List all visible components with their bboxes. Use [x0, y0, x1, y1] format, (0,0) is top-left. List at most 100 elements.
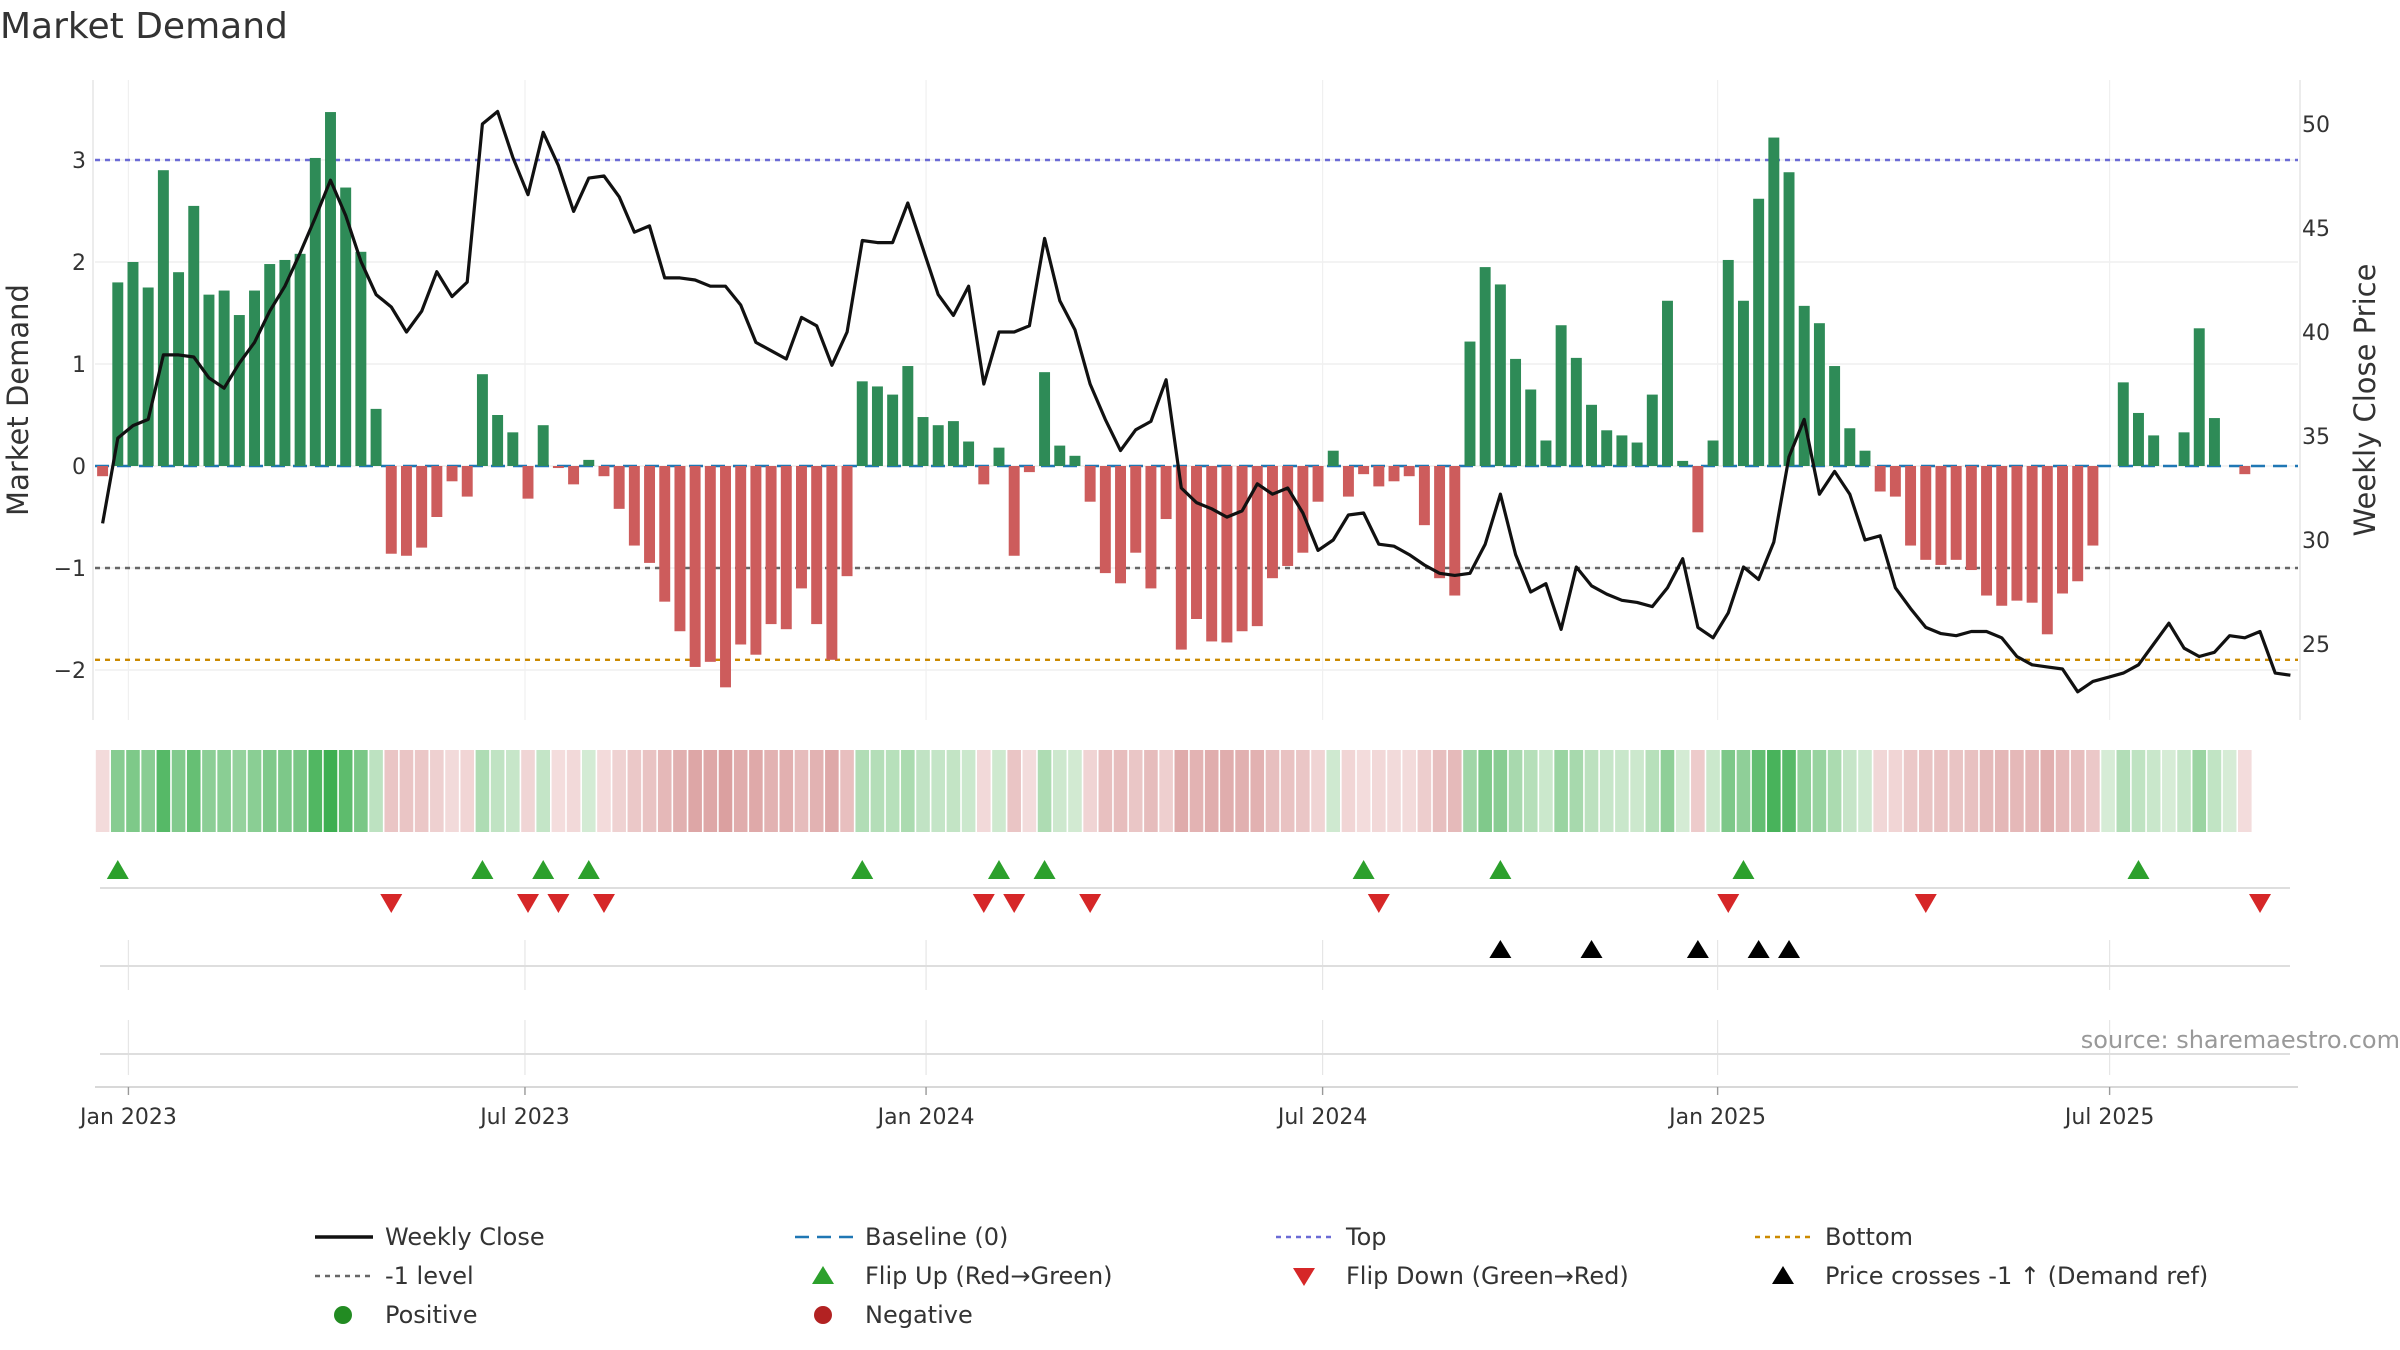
heat-cell — [1584, 750, 1599, 832]
heat-cell — [1402, 750, 1416, 832]
flip-up-marker — [1732, 860, 1755, 879]
legend-swatch-circle — [334, 1306, 352, 1324]
heat-cell — [597, 750, 611, 832]
legend-swatch-triangle-up — [812, 1266, 834, 1284]
x-axis: Jan 2023 Jul 2023 Jan 2024 Jul 2024 Jan 2025… — [78, 1053, 2298, 1130]
heat-cell — [323, 750, 338, 832]
demand-heat-strip — [95, 750, 2252, 832]
legend-label: Negative — [865, 1301, 973, 1329]
heat-cell — [1128, 750, 1143, 832]
demand-bar-negative — [1266, 466, 1278, 579]
demand-bar-negative — [1084, 466, 1096, 502]
heat-cell — [1478, 750, 1492, 832]
demand-bar-negative — [552, 466, 564, 469]
heat-cell — [1599, 750, 1614, 832]
heat-cell — [749, 750, 763, 832]
legend: Weekly Close Baseline (0) Top Bottom -1 leve… — [315, 1223, 2208, 1329]
right-tick-label: 35 — [2302, 425, 2330, 450]
demand-bar-positive — [917, 417, 929, 466]
demand-bar-negative — [796, 466, 807, 589]
demand-bar-negative — [1449, 466, 1461, 596]
heat-cell — [141, 750, 155, 832]
heat-cell — [536, 750, 550, 832]
heat-cell — [840, 750, 854, 832]
heat-cell — [1068, 750, 1082, 832]
demand-bar-positive — [249, 290, 260, 466]
demand-bar-positive — [264, 264, 276, 466]
heat-cell — [961, 750, 976, 832]
heat-cell — [1372, 750, 1386, 832]
heat-cell — [384, 750, 399, 832]
demand-bar-negative — [1996, 466, 2008, 606]
demand-bar-negative — [461, 466, 473, 497]
demand-bar-negative — [1282, 466, 1294, 566]
legend-label: Flip Up (Red→Green) — [865, 1262, 1113, 1290]
demand-bar-negative — [1008, 466, 1020, 556]
heat-cell — [1569, 750, 1584, 832]
flip-markers — [100, 860, 2290, 913]
demand-bar-negative — [1981, 466, 1993, 596]
heat-cell — [855, 750, 870, 832]
left-axis-title: Market Demand — [1, 284, 35, 516]
demand-bar-positive — [1464, 341, 1476, 466]
heat-cell — [1280, 750, 1295, 832]
heat-cell — [1949, 750, 1963, 832]
demand-bar-positive — [127, 262, 139, 466]
flip-down-marker — [2249, 894, 2272, 913]
heat-cell — [445, 750, 459, 832]
demand-bar-positive — [1813, 323, 1825, 466]
heat-cell — [2207, 750, 2222, 832]
demand-bar-positive — [1631, 442, 1643, 466]
demand-bar-negative — [1905, 466, 1917, 546]
demand-bar-positive — [1479, 267, 1491, 466]
demand-bar-positive — [142, 287, 154, 466]
flip-down-marker — [972, 894, 995, 913]
heat-cell — [1645, 750, 1660, 832]
heat-cell — [95, 750, 110, 832]
left-tick-label: 2 — [72, 251, 86, 276]
flip-up-marker — [532, 860, 555, 879]
demand-bar-positive — [537, 425, 549, 466]
heat-cell — [1144, 750, 1158, 832]
heat-cell — [202, 750, 216, 832]
heat-cell — [2162, 750, 2176, 832]
heat-cell — [673, 750, 687, 832]
axes: 3 2 1 0 −1 −2 50 45 40 35 30 25 Market Demand Weekly … — [1, 80, 2382, 720]
heat-cell — [2116, 750, 2131, 832]
heat-cell — [642, 750, 657, 832]
x-tick-label: Jul 2023 — [478, 1105, 570, 1130]
heat-cell — [551, 750, 566, 832]
heat-cell — [1979, 750, 1994, 832]
demand-bar-positive — [340, 187, 352, 467]
demand-bar-positive — [1844, 428, 1856, 466]
demand-bar-negative — [1297, 466, 1309, 553]
heat-cell — [1508, 750, 1523, 832]
demand-bar-positive — [1039, 372, 1051, 466]
price-series — [101, 109, 2291, 694]
heat-cell — [870, 750, 885, 832]
demand-bar-negative — [2087, 466, 2099, 546]
legend-swatch-triangle-down — [1293, 1268, 1315, 1286]
heat-cell — [1250, 750, 1265, 832]
left-tick-label: −2 — [54, 659, 86, 684]
demand-bar-negative — [780, 466, 792, 630]
heat-cell — [217, 750, 231, 832]
demand-bar-negative — [978, 466, 990, 485]
heat-cell — [1113, 750, 1128, 832]
demand-bar-negative — [659, 466, 671, 602]
heat-cell — [1432, 750, 1447, 832]
heat-cell — [278, 750, 292, 832]
flip-up-marker — [471, 860, 494, 879]
flip-down-marker — [1717, 894, 1740, 913]
heat-cell — [733, 750, 748, 832]
legend-label: Top — [1345, 1223, 1387, 1251]
price-cross-markers — [100, 940, 2290, 967]
demand-bar-negative — [2072, 466, 2084, 582]
demand-bar-positive — [1677, 460, 1689, 466]
x-tick-label: Jul 2024 — [1276, 1105, 1368, 1130]
heat-cell — [308, 750, 323, 832]
heat-cell — [1052, 750, 1067, 832]
heat-cell — [566, 750, 581, 832]
demand-bar-positive — [492, 415, 504, 466]
